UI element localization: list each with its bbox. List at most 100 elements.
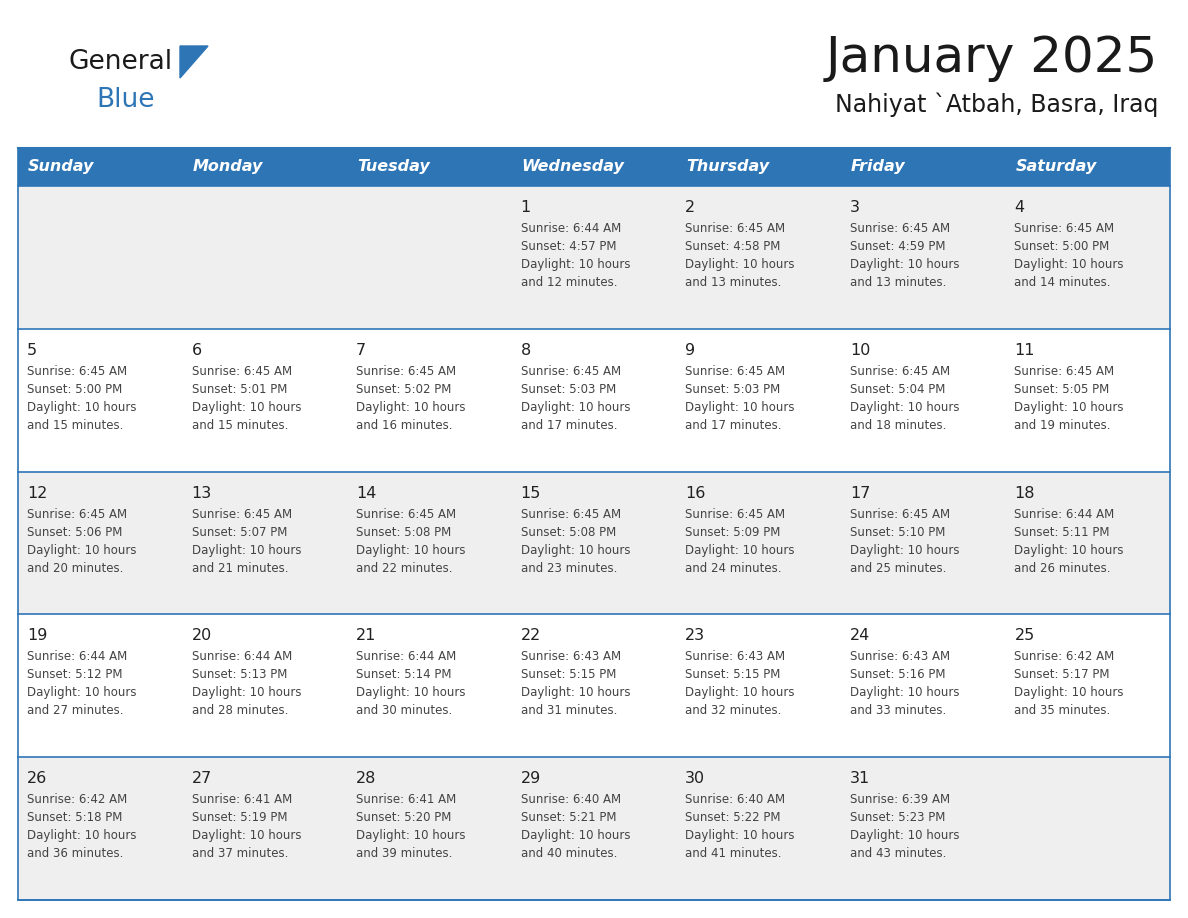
Text: 7: 7 <box>356 342 366 358</box>
Text: 18: 18 <box>1015 486 1035 500</box>
Text: Sunset: 5:21 PM: Sunset: 5:21 PM <box>520 812 617 824</box>
Bar <box>18 148 1170 186</box>
Text: Sunset: 5:06 PM: Sunset: 5:06 PM <box>27 526 122 539</box>
Text: Daylight: 10 hours: Daylight: 10 hours <box>849 401 960 414</box>
Text: and 37 minutes.: and 37 minutes. <box>191 847 287 860</box>
Text: and 27 minutes.: and 27 minutes. <box>27 704 124 717</box>
Text: and 17 minutes.: and 17 minutes. <box>520 419 618 431</box>
Text: Daylight: 10 hours: Daylight: 10 hours <box>1015 687 1124 700</box>
Text: and 31 minutes.: and 31 minutes. <box>520 704 617 717</box>
Text: and 20 minutes.: and 20 minutes. <box>27 562 124 575</box>
Text: Sunrise: 6:45 AM: Sunrise: 6:45 AM <box>356 364 456 378</box>
Text: Sunrise: 6:45 AM: Sunrise: 6:45 AM <box>520 364 621 378</box>
Text: and 13 minutes.: and 13 minutes. <box>849 276 946 289</box>
Text: Sunrise: 6:45 AM: Sunrise: 6:45 AM <box>849 508 950 521</box>
Text: and 17 minutes.: and 17 minutes. <box>685 419 782 431</box>
Text: Sunset: 4:59 PM: Sunset: 4:59 PM <box>849 240 946 253</box>
Text: Tuesday: Tuesday <box>358 160 430 174</box>
Text: and 18 minutes.: and 18 minutes. <box>849 419 946 431</box>
Text: 1: 1 <box>520 200 531 215</box>
Text: Sunset: 5:05 PM: Sunset: 5:05 PM <box>1015 383 1110 396</box>
Text: and 16 minutes.: and 16 minutes. <box>356 419 453 431</box>
Text: Wednesday: Wednesday <box>522 160 625 174</box>
Text: Daylight: 10 hours: Daylight: 10 hours <box>685 258 795 271</box>
Text: Sunrise: 6:44 AM: Sunrise: 6:44 AM <box>27 650 127 664</box>
Text: 24: 24 <box>849 629 870 644</box>
Text: and 33 minutes.: and 33 minutes. <box>849 704 946 717</box>
Text: Sunrise: 6:44 AM: Sunrise: 6:44 AM <box>520 222 621 235</box>
Text: Sunrise: 6:45 AM: Sunrise: 6:45 AM <box>27 508 127 521</box>
Text: Sunrise: 6:45 AM: Sunrise: 6:45 AM <box>356 508 456 521</box>
Text: and 28 minutes.: and 28 minutes. <box>191 704 287 717</box>
Text: and 23 minutes.: and 23 minutes. <box>520 562 617 575</box>
Polygon shape <box>181 46 208 78</box>
Text: 11: 11 <box>1015 342 1035 358</box>
Text: Sunrise: 6:45 AM: Sunrise: 6:45 AM <box>27 364 127 378</box>
Text: Sunrise: 6:45 AM: Sunrise: 6:45 AM <box>1015 364 1114 378</box>
Text: Sunset: 5:12 PM: Sunset: 5:12 PM <box>27 668 122 681</box>
Text: Sunset: 5:11 PM: Sunset: 5:11 PM <box>1015 526 1110 539</box>
Text: and 15 minutes.: and 15 minutes. <box>27 419 124 431</box>
Text: 3: 3 <box>849 200 860 215</box>
Text: Daylight: 10 hours: Daylight: 10 hours <box>1015 401 1124 414</box>
Text: and 22 minutes.: and 22 minutes. <box>356 562 453 575</box>
Text: Sunset: 5:03 PM: Sunset: 5:03 PM <box>520 383 615 396</box>
Text: 9: 9 <box>685 342 695 358</box>
Text: Daylight: 10 hours: Daylight: 10 hours <box>520 687 630 700</box>
Text: Sunset: 5:09 PM: Sunset: 5:09 PM <box>685 526 781 539</box>
Text: 27: 27 <box>191 771 211 786</box>
Text: Sunrise: 6:43 AM: Sunrise: 6:43 AM <box>685 650 785 664</box>
Text: Sunrise: 6:44 AM: Sunrise: 6:44 AM <box>356 650 456 664</box>
Bar <box>18 614 1170 757</box>
Text: 25: 25 <box>1015 629 1035 644</box>
Bar <box>18 329 1170 472</box>
Text: and 25 minutes.: and 25 minutes. <box>849 562 946 575</box>
Text: 31: 31 <box>849 771 870 786</box>
Text: Sunset: 5:18 PM: Sunset: 5:18 PM <box>27 812 122 824</box>
Text: Thursday: Thursday <box>687 160 770 174</box>
Text: 30: 30 <box>685 771 706 786</box>
Text: Daylight: 10 hours: Daylight: 10 hours <box>685 401 795 414</box>
Text: 28: 28 <box>356 771 377 786</box>
Text: Blue: Blue <box>96 87 154 113</box>
Text: 13: 13 <box>191 486 211 500</box>
Bar <box>18 472 1170 614</box>
Text: and 21 minutes.: and 21 minutes. <box>191 562 287 575</box>
Text: and 15 minutes.: and 15 minutes. <box>191 419 287 431</box>
Text: Daylight: 10 hours: Daylight: 10 hours <box>356 543 466 556</box>
Text: Sunset: 5:17 PM: Sunset: 5:17 PM <box>1015 668 1110 681</box>
Bar <box>18 757 1170 900</box>
Text: Daylight: 10 hours: Daylight: 10 hours <box>1015 258 1124 271</box>
Text: Sunset: 5:00 PM: Sunset: 5:00 PM <box>27 383 122 396</box>
Text: Daylight: 10 hours: Daylight: 10 hours <box>27 687 137 700</box>
Text: Sunrise: 6:41 AM: Sunrise: 6:41 AM <box>356 793 456 806</box>
Text: 12: 12 <box>27 486 48 500</box>
Text: Sunrise: 6:45 AM: Sunrise: 6:45 AM <box>685 222 785 235</box>
Text: Sunset: 5:13 PM: Sunset: 5:13 PM <box>191 668 287 681</box>
Text: January 2025: January 2025 <box>826 34 1158 82</box>
Text: Daylight: 10 hours: Daylight: 10 hours <box>356 401 466 414</box>
Text: Daylight: 10 hours: Daylight: 10 hours <box>849 829 960 842</box>
Text: Daylight: 10 hours: Daylight: 10 hours <box>685 687 795 700</box>
Text: 4: 4 <box>1015 200 1024 215</box>
Text: Sunset: 5:16 PM: Sunset: 5:16 PM <box>849 668 946 681</box>
Text: Sunset: 5:03 PM: Sunset: 5:03 PM <box>685 383 781 396</box>
Text: Daylight: 10 hours: Daylight: 10 hours <box>849 543 960 556</box>
Text: Daylight: 10 hours: Daylight: 10 hours <box>191 401 301 414</box>
Text: and 12 minutes.: and 12 minutes. <box>520 276 618 289</box>
Text: Daylight: 10 hours: Daylight: 10 hours <box>520 543 630 556</box>
Text: Sunset: 5:10 PM: Sunset: 5:10 PM <box>849 526 946 539</box>
Text: Daylight: 10 hours: Daylight: 10 hours <box>191 829 301 842</box>
Text: and 35 minutes.: and 35 minutes. <box>1015 704 1111 717</box>
Text: Sunset: 4:58 PM: Sunset: 4:58 PM <box>685 240 781 253</box>
Text: Sunrise: 6:40 AM: Sunrise: 6:40 AM <box>520 793 621 806</box>
Text: Daylight: 10 hours: Daylight: 10 hours <box>191 687 301 700</box>
Text: Sunset: 5:04 PM: Sunset: 5:04 PM <box>849 383 946 396</box>
Text: Sunrise: 6:45 AM: Sunrise: 6:45 AM <box>685 508 785 521</box>
Text: 29: 29 <box>520 771 541 786</box>
Text: Sunrise: 6:45 AM: Sunrise: 6:45 AM <box>191 364 292 378</box>
Text: Saturday: Saturday <box>1016 160 1097 174</box>
Text: Daylight: 10 hours: Daylight: 10 hours <box>1015 543 1124 556</box>
Text: and 30 minutes.: and 30 minutes. <box>356 704 453 717</box>
Text: Sunset: 5:23 PM: Sunset: 5:23 PM <box>849 812 946 824</box>
